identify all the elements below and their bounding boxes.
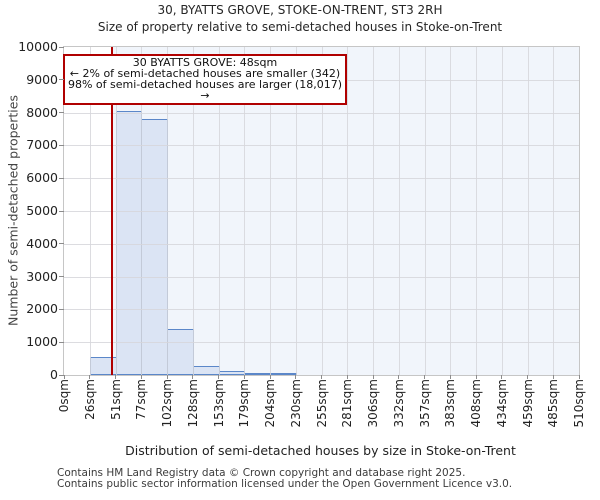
histogram-bar xyxy=(218,371,246,375)
x-tick-label: 77sqm xyxy=(134,379,149,420)
y-tick-label: 7000 xyxy=(26,137,58,153)
x-tick-mark xyxy=(578,375,580,379)
x-tick-label: 153sqm xyxy=(211,379,226,428)
x-tick-mark xyxy=(140,375,142,379)
x-tick-mark xyxy=(475,375,477,379)
x-tick-mark xyxy=(424,375,425,379)
x-tick-mark xyxy=(89,375,91,379)
x-tick-label: 281sqm xyxy=(340,379,355,428)
histogram-bar xyxy=(244,373,271,375)
y-tick-label: 1000 xyxy=(26,334,58,350)
y-tick-mark xyxy=(59,374,64,376)
x-tick-mark xyxy=(295,375,297,379)
y-tick-mark xyxy=(59,243,64,245)
annotation-line-1: 30 BYATTS GROVE: 48sqm xyxy=(132,56,278,69)
gridline-horizontal xyxy=(64,342,579,344)
x-tick-label: 128sqm xyxy=(185,379,200,428)
x-tick-label: 255sqm xyxy=(314,379,329,428)
y-tick-label: 4000 xyxy=(26,235,58,251)
y-tick-label: 8000 xyxy=(26,104,58,120)
x-tick-label: 51sqm xyxy=(108,379,123,420)
x-tick-label: 306sqm xyxy=(366,379,380,428)
histogram-bar xyxy=(141,119,168,375)
x-tick-label: 434sqm xyxy=(494,379,509,428)
x-tick-mark xyxy=(527,375,528,379)
x-tick-label: 102sqm xyxy=(160,379,174,428)
x-tick-mark xyxy=(501,375,503,379)
y-tick-label: 3000 xyxy=(26,268,58,284)
x-tick-label: 408sqm xyxy=(469,379,483,428)
x-tick-label: 357sqm xyxy=(417,379,432,428)
x-tick-mark xyxy=(398,375,400,379)
y-tick-mark xyxy=(59,177,64,179)
histogram-bar xyxy=(192,365,220,375)
gridline-horizontal xyxy=(64,112,579,114)
x-tick-label: 459sqm xyxy=(520,379,535,428)
footer-attribution-line-1: Contains HM Land Registry data © Crown c… xyxy=(57,467,466,479)
x-tick-mark xyxy=(166,375,168,379)
x-tick-label: 204sqm xyxy=(263,379,277,428)
annotation-line-2: ← 2% of semi-detached houses are smaller… xyxy=(69,67,341,80)
y-tick-mark xyxy=(59,46,64,48)
x-tick-label: 332sqm xyxy=(391,379,406,428)
y-tick-mark xyxy=(59,341,64,343)
chart-title: 30, BYATTS GROVE, STOKE-ON-TRENT, ST3 2R… xyxy=(157,3,443,17)
x-tick-mark xyxy=(449,375,451,379)
y-tick-mark xyxy=(59,144,64,146)
y-tick-mark xyxy=(59,308,64,310)
y-tick-label: 2000 xyxy=(26,301,58,317)
x-tick-mark xyxy=(243,375,245,379)
annotation-line-3: 98% of semi-detached houses are larger (… xyxy=(67,78,342,102)
y-tick-label: 10000 xyxy=(18,39,58,54)
gridline-horizontal xyxy=(64,145,579,147)
x-tick-mark xyxy=(372,375,374,379)
x-tick-label: 510sqm xyxy=(572,379,586,428)
x-tick-mark xyxy=(346,375,348,379)
y-tick-mark xyxy=(59,79,64,81)
x-tick-mark xyxy=(552,375,554,379)
gridline-horizontal xyxy=(64,243,579,245)
annotation-box: 30 BYATTS GROVE: 48sqm ← 2% of semi-deta… xyxy=(63,54,347,105)
x-tick-label: 383sqm xyxy=(443,379,458,428)
chart-subtitle: Size of property relative to semi-detach… xyxy=(97,20,503,34)
x-tick-mark xyxy=(63,375,65,379)
gridline-horizontal xyxy=(64,211,579,212)
gridline-horizontal xyxy=(64,178,579,180)
x-tick-label: 230sqm xyxy=(288,379,303,428)
x-tick-label: 485sqm xyxy=(546,379,561,428)
y-tick-label: 9000 xyxy=(26,71,58,87)
x-tick-label: 0sqm xyxy=(57,379,71,413)
y-tick-mark xyxy=(59,112,64,114)
histogram-bar xyxy=(167,329,194,375)
x-tick-label: 26sqm xyxy=(82,379,97,420)
x-tick-mark xyxy=(269,375,271,379)
footer-attribution-line-2: Contains public sector information licen… xyxy=(57,478,513,490)
y-tick-label: 5000 xyxy=(26,203,58,218)
y-tick-label: 0 xyxy=(50,367,58,382)
x-tick-mark xyxy=(115,375,116,379)
gridline-horizontal xyxy=(64,276,579,278)
histogram-bar xyxy=(270,373,297,375)
gridline-horizontal xyxy=(64,309,579,311)
x-tick-mark xyxy=(321,375,322,379)
x-tick-label: 179sqm xyxy=(237,379,252,428)
property-size-marker-line xyxy=(111,47,114,375)
plot-area: 30 BYATTS GROVE: 48sqm ← 2% of semi-deta… xyxy=(18,39,586,427)
y-tick-label: 6000 xyxy=(26,170,58,186)
x-tick-mark xyxy=(192,375,194,379)
y-tick-mark xyxy=(59,276,64,278)
x-tick-mark xyxy=(218,375,219,379)
y-tick-mark xyxy=(59,210,64,212)
x-axis-title: Distribution of semi-detached houses by … xyxy=(125,443,516,458)
